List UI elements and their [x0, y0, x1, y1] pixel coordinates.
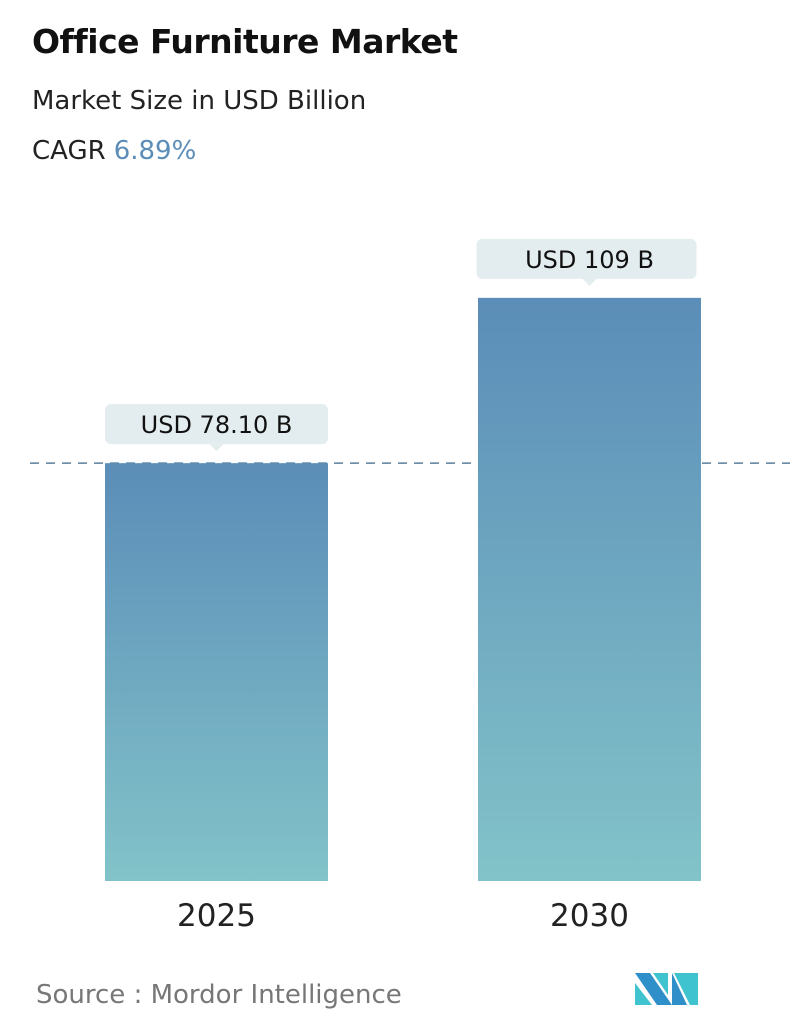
data-label-box — [105, 404, 328, 445]
chart-title: Office Furniture Market — [32, 22, 458, 61]
data-label: USD 78.10 B — [141, 411, 293, 439]
data-label-pointer — [582, 278, 597, 286]
cagr: CAGR 6.89% — [32, 136, 196, 166]
bar-2025 — [105, 463, 328, 881]
data-label-box — [476, 238, 697, 279]
bar-2030 — [478, 297, 701, 882]
source-text: Source : Mordor Intelligence — [36, 980, 402, 1010]
data-label: USD 109 B — [525, 246, 654, 274]
x-tick-label: 2025 — [177, 898, 256, 934]
data-label-pointer — [209, 444, 224, 452]
chart-subtitle: Market Size in USD Billion — [32, 86, 367, 116]
cagr-value: 6.89% — [113, 136, 197, 166]
cagr-label: CAGR — [32, 136, 106, 166]
x-tick-label: 2030 — [550, 898, 629, 934]
